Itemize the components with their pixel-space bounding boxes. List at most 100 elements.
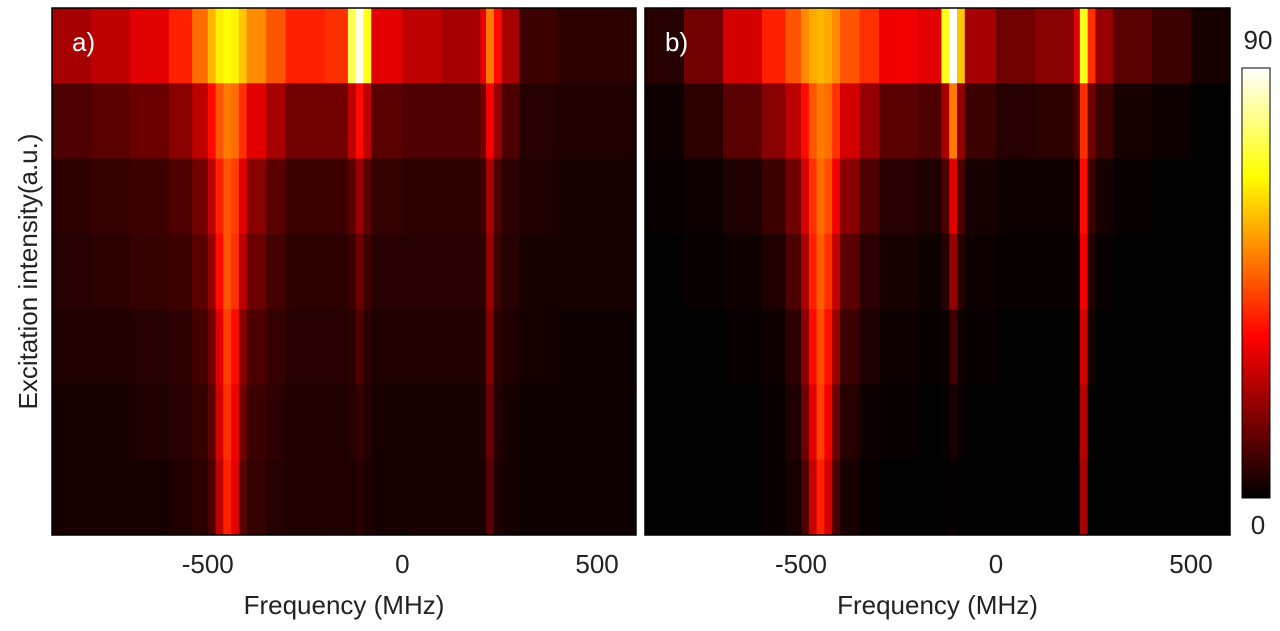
heatmap-cell — [957, 8, 966, 84]
heatmap-cell — [1079, 384, 1089, 461]
heatmap-cell — [996, 158, 1036, 235]
heatmap-cell — [129, 459, 170, 536]
heatmap-cell — [1074, 8, 1081, 84]
heatmap-cell — [964, 309, 997, 385]
x-tick-label: 500 — [575, 549, 618, 579]
heatmap-cell — [215, 158, 224, 235]
heatmap-cell — [371, 233, 403, 310]
heatmap-cell — [493, 233, 503, 310]
heatmap-cell — [1087, 83, 1096, 160]
heatmap-cell — [558, 83, 598, 160]
heatmap-cell — [1035, 233, 1075, 310]
heatmap-cell — [168, 8, 193, 84]
heatmap-cell — [266, 309, 287, 385]
heatmap-cell — [996, 233, 1036, 310]
heatmap-cell — [168, 309, 193, 385]
heatmap-cell — [207, 384, 217, 461]
heatmap-cell — [1113, 83, 1153, 160]
heatmap-cell — [215, 83, 224, 160]
heatmap-cell — [168, 233, 193, 310]
heatmap-cell — [207, 233, 217, 310]
heatmap-cell — [824, 459, 833, 536]
heatmap-cell — [192, 233, 209, 310]
heatmap-cell — [441, 459, 481, 536]
heatmap-cell — [238, 459, 248, 536]
x-axis-label: Frequency (MHz) — [244, 590, 445, 620]
heatmap-cell — [684, 459, 724, 536]
heatmap-cell — [832, 384, 841, 461]
heatmap-cell — [266, 83, 287, 160]
heatmap-cell — [207, 459, 217, 536]
heatmap-cell — [266, 233, 287, 310]
heatmap-cell — [501, 459, 520, 536]
heatmap-cell — [266, 8, 287, 84]
heatmap-cell — [785, 8, 802, 84]
heatmap-cell — [215, 459, 224, 536]
heatmap-cell — [808, 309, 818, 385]
heatmap-cell — [1087, 384, 1096, 461]
heatmap-cell — [1087, 233, 1096, 310]
heatmap-cell — [129, 158, 170, 235]
heatmap-cell — [480, 309, 487, 385]
heatmap-cell — [816, 309, 825, 385]
heatmap-cell — [785, 384, 802, 461]
heatmap-cell — [207, 309, 217, 385]
heatmap-cell — [363, 83, 372, 160]
heatmap-cell — [324, 233, 349, 310]
heatmap-cell — [285, 459, 326, 536]
heatmap-cell — [949, 459, 958, 536]
heatmap-cell — [1191, 158, 1231, 235]
heatmap-cell — [192, 8, 209, 84]
heatmap-cell — [223, 459, 232, 536]
colorbar — [1241, 67, 1271, 499]
heatmap-cell — [558, 158, 598, 235]
heatmap-cell — [501, 233, 520, 310]
heatmap-cell — [645, 384, 685, 461]
heatmap-cell — [324, 459, 349, 536]
heatmap-cell — [1079, 158, 1089, 235]
heatmap-cell — [1152, 459, 1192, 536]
heatmap-cell — [1079, 309, 1089, 385]
heatmap-cell — [493, 309, 503, 385]
heatmap-cell — [501, 384, 520, 461]
heatmap-cell — [808, 8, 818, 84]
heatmap-cell — [645, 158, 685, 235]
heatmap-cell — [223, 384, 232, 461]
heatmap-cell — [941, 309, 950, 385]
heatmap-cell — [324, 384, 349, 461]
heatmap-cell — [558, 384, 598, 461]
heatmap-cell — [840, 8, 860, 84]
heatmap-cell — [192, 158, 209, 235]
heatmap-cell — [949, 158, 958, 235]
heatmap-cell — [1079, 233, 1089, 310]
heatmap-cell — [597, 309, 637, 385]
heatmap-cell — [816, 83, 825, 160]
heatmap-cell — [1095, 309, 1114, 385]
heatmap-cell — [941, 233, 950, 310]
heatmap-cell — [52, 158, 92, 235]
heatmap-cell — [501, 8, 520, 84]
heatmap-cell — [957, 459, 966, 536]
heatmap-cell — [215, 8, 224, 84]
heatmap-cell — [363, 233, 372, 310]
heatmap-cell — [363, 8, 372, 84]
heatmap-cell — [723, 83, 763, 160]
heatmap-cell — [129, 233, 170, 310]
heatmap-cell — [1152, 309, 1192, 385]
heatmap-cell — [238, 233, 248, 310]
heatmap-cell — [824, 384, 833, 461]
heatmap-cell — [832, 8, 841, 84]
heatmap-cell — [246, 384, 267, 461]
heatmap-cell — [1191, 459, 1231, 536]
heatmap-cell — [52, 233, 92, 310]
heatmap-cell — [266, 459, 287, 536]
heatmap-cell — [347, 158, 357, 235]
heatmap-cell — [879, 8, 919, 84]
heatmap-cell — [879, 309, 919, 385]
heatmap-cell — [207, 158, 217, 235]
heatmap-cell — [363, 384, 372, 461]
heatmap-cell — [493, 83, 503, 160]
heatmap-cell — [363, 459, 372, 536]
heatmap-cell — [363, 309, 372, 385]
heatmap-cell — [52, 309, 92, 385]
